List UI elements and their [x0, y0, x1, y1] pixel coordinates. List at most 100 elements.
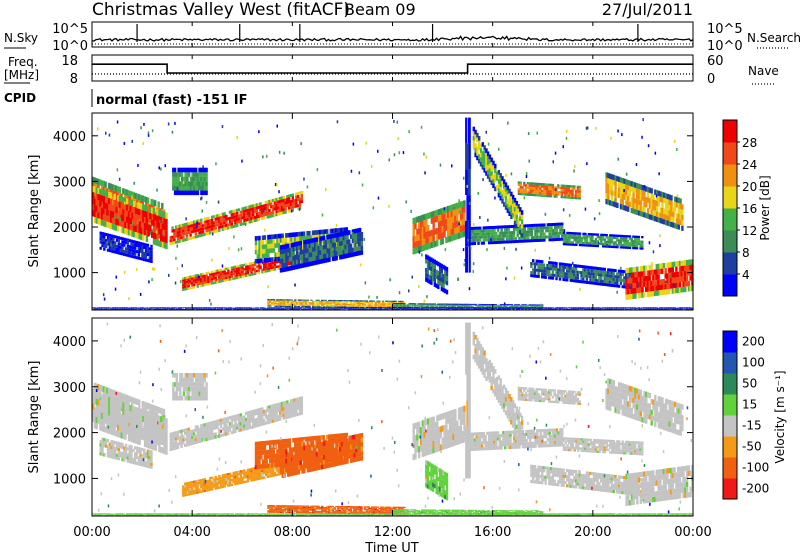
echo-cell — [440, 304, 444, 306]
echo-cell — [496, 307, 499, 309]
echo-cell — [261, 268, 264, 272]
echo-cell — [567, 191, 571, 195]
echo-cell — [315, 251, 319, 256]
echo-cell — [685, 275, 689, 282]
echo-cell — [501, 189, 504, 195]
echo-cell — [666, 283, 669, 290]
echo-cell — [144, 246, 148, 250]
echo-cell — [93, 189, 97, 196]
echo-cell — [200, 284, 203, 287]
echo-cell — [139, 194, 143, 201]
echo-cell — [481, 305, 485, 307]
echo-cell — [423, 214, 426, 221]
echo-cell — [447, 305, 451, 307]
echo-cell — [585, 242, 589, 245]
echo-cell — [106, 307, 109, 309]
echo-cell — [483, 304, 487, 305]
echo-cell — [623, 285, 626, 289]
echo-cell — [632, 283, 635, 289]
echo-cell — [539, 238, 542, 242]
echo-cell — [566, 275, 569, 279]
echo-cell — [348, 230, 351, 235]
echo-cell — [684, 270, 687, 277]
echo-cell — [270, 304, 274, 306]
echo-cell — [541, 223, 544, 227]
echo-cell — [289, 200, 293, 204]
echo-cell — [532, 193, 535, 197]
echo-cell — [184, 172, 187, 177]
echo-cell — [643, 271, 646, 277]
echo-cell — [405, 304, 408, 306]
echo-cell — [241, 268, 244, 271]
echo-cell — [582, 268, 585, 272]
echo-cell — [165, 218, 168, 225]
echo-cell — [266, 200, 269, 204]
echo-cell — [173, 238, 176, 242]
echo-cell — [106, 236, 110, 240]
echo-cell — [621, 246, 624, 249]
echo-cell — [278, 303, 281, 305]
echo-cell — [277, 267, 280, 270]
echo-cell — [578, 192, 581, 195]
echo-cell — [533, 306, 537, 308]
echo-cell — [180, 181, 184, 186]
echo-cell — [545, 226, 548, 230]
echo-cell — [221, 270, 225, 273]
echo-cell — [419, 304, 422, 306]
echo-cell — [503, 308, 506, 309]
echo-cell — [428, 261, 431, 266]
echo-cell — [246, 272, 250, 275]
echo-cell — [616, 234, 619, 237]
echo-cell — [661, 289, 664, 296]
echo-cell — [228, 278, 232, 281]
echo-cell — [234, 270, 237, 273]
noise-ytick-top: 10^5 — [52, 22, 88, 37]
echo-cell — [469, 304, 472, 306]
echo-cell — [223, 215, 226, 219]
echo-cell — [276, 300, 279, 302]
echo-cell — [177, 176, 180, 182]
echo-cell — [523, 305, 526, 306]
echo-cell — [486, 232, 489, 236]
echo-cell — [187, 225, 190, 229]
echo-cell — [466, 246, 469, 273]
echo-cell — [462, 305, 465, 307]
echo-cell — [511, 231, 514, 235]
echo-cell — [435, 260, 438, 266]
echo-cell — [165, 230, 168, 237]
echo-cell — [627, 289, 630, 295]
echo-cell — [134, 225, 138, 232]
echo-cell — [594, 242, 598, 245]
echo-cell — [200, 273, 203, 276]
echo-cell — [160, 229, 163, 236]
echo-cell — [331, 238, 335, 243]
echo-cell — [295, 305, 299, 308]
echo-cell — [625, 246, 628, 249]
echo-cell — [639, 245, 642, 248]
echo-cell — [578, 195, 581, 198]
echo-cell — [284, 201, 287, 205]
echo-cell — [510, 196, 513, 201]
echo-cell — [551, 183, 555, 187]
echo-cell — [319, 254, 322, 260]
echo-cell — [330, 243, 333, 248]
echo-cell — [463, 212, 466, 219]
echo-cell — [473, 304, 476, 306]
echo-cell — [241, 210, 244, 214]
echo-cell — [489, 305, 492, 307]
echo-cell — [129, 230, 132, 237]
echo-cell — [348, 243, 351, 249]
echo-cell — [630, 272, 634, 278]
echo-cell — [175, 240, 178, 244]
echo-cell — [173, 176, 177, 182]
echo-cell — [363, 300, 367, 302]
echo-cell — [619, 269, 623, 273]
echo-cell — [374, 304, 377, 306]
echo-cell — [535, 268, 538, 272]
echo-cell — [203, 167, 207, 173]
echo-cell — [124, 307, 127, 309]
echo-cell — [412, 304, 415, 305]
echo-cell — [124, 209, 127, 216]
echo-cell — [691, 259, 694, 265]
echo-cell — [134, 243, 137, 247]
